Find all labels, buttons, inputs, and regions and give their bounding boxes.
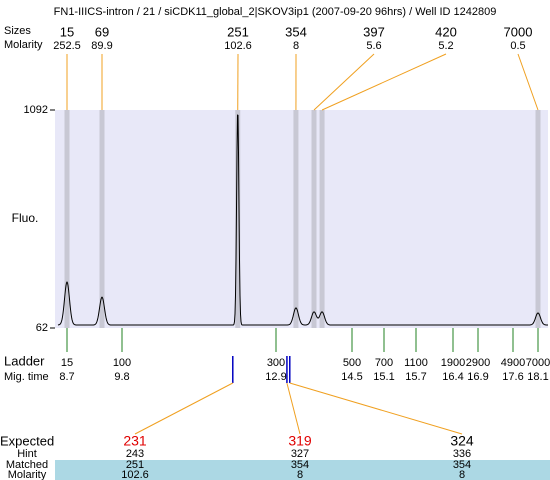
ladder-mig-time: 18.1	[527, 371, 548, 383]
peak-band	[535, 110, 541, 328]
ladder-mig-time: 9.8	[114, 371, 129, 383]
mig-time-label: Mig. time	[4, 371, 49, 383]
connector	[321, 53, 447, 111]
peak-size: 354	[285, 24, 307, 39]
peak-band	[99, 110, 105, 328]
matched-value: 354	[291, 459, 309, 471]
molarity-value: 8	[459, 469, 465, 480]
peak-molarity: 89.9	[91, 40, 112, 52]
ladder-size: 300	[267, 357, 285, 369]
ladder-mig-time: 8.7	[59, 371, 74, 383]
ladder-size: 500	[343, 357, 361, 369]
connector	[286, 382, 301, 435]
ladder-mig-time: 16.9	[467, 371, 488, 383]
title: FN1-IIICS-intron / 21 / siCDK11_global_2…	[54, 6, 497, 18]
ladder-size: 1900	[441, 357, 465, 369]
peak-band	[293, 110, 299, 328]
peak-band	[311, 110, 317, 328]
ladder-size: 100	[113, 357, 131, 369]
ladder-size: 1100	[404, 357, 428, 369]
ladder-size: 2900	[466, 357, 490, 369]
peak-size: 7000	[504, 24, 533, 39]
peak-band	[235, 110, 241, 328]
peak-molarity: 5.6	[366, 40, 381, 52]
connector	[313, 53, 375, 111]
y-tick-label: 62	[36, 322, 48, 334]
hint-value: 336	[453, 448, 471, 460]
ladder-label: Ladder	[4, 353, 45, 368]
ladder-mig-time: 12.9	[265, 371, 286, 383]
ladder-mig-time: 16.4	[442, 371, 463, 383]
peak-size: 251	[227, 24, 249, 39]
connector	[134, 382, 234, 435]
peak-molarity: 102.6	[224, 40, 252, 52]
expected-value: 324	[450, 433, 474, 449]
ladder-mig-time: 14.5	[341, 371, 362, 383]
expected-value: 231	[123, 433, 147, 449]
plot-area	[55, 110, 548, 328]
matched-label: Matched	[6, 459, 48, 471]
ladder-mig-time: 15.1	[373, 371, 394, 383]
peak-size: 15	[60, 24, 74, 39]
molarity-value: 8	[297, 469, 303, 480]
matched-row	[55, 460, 550, 480]
peak-molarity: 5.2	[438, 40, 453, 52]
molarity-label: Molarity	[4, 39, 43, 51]
matched-value: 354	[453, 459, 471, 471]
peak-molarity: 0.5	[510, 40, 525, 52]
ladder-mig-time: 15.7	[405, 371, 426, 383]
peak-molarity: 8	[293, 40, 299, 52]
peak-size: 69	[95, 24, 109, 39]
connector	[517, 53, 539, 111]
molarity-value: 102.6	[121, 469, 149, 480]
matched-value: 251	[126, 459, 144, 471]
sizes-label: Sizes	[4, 25, 31, 37]
peak-size: 420	[435, 24, 457, 39]
expected-label: Expected	[0, 433, 54, 448]
peak-band	[319, 110, 325, 328]
hint-label: Hint	[17, 448, 37, 460]
peak-size: 397	[363, 24, 385, 39]
peak-molarity: 252.5	[53, 40, 81, 52]
ladder-mig-time: 17.6	[502, 371, 523, 383]
ladder-size: 7000	[526, 357, 550, 369]
ladder-size: 15	[61, 357, 73, 369]
y-label: Fluo.	[12, 211, 39, 225]
expected-molarity-label: Molarity	[8, 469, 47, 480]
peak-band	[64, 110, 70, 328]
hint-value: 327	[291, 448, 309, 460]
expected-value: 319	[288, 433, 312, 449]
ladder-size: 700	[375, 357, 393, 369]
y-tick-label: 1092	[24, 104, 48, 116]
ladder-size: 4900	[501, 357, 525, 369]
trace	[57, 114, 548, 326]
connector	[289, 382, 463, 435]
hint-value: 243	[126, 448, 144, 460]
